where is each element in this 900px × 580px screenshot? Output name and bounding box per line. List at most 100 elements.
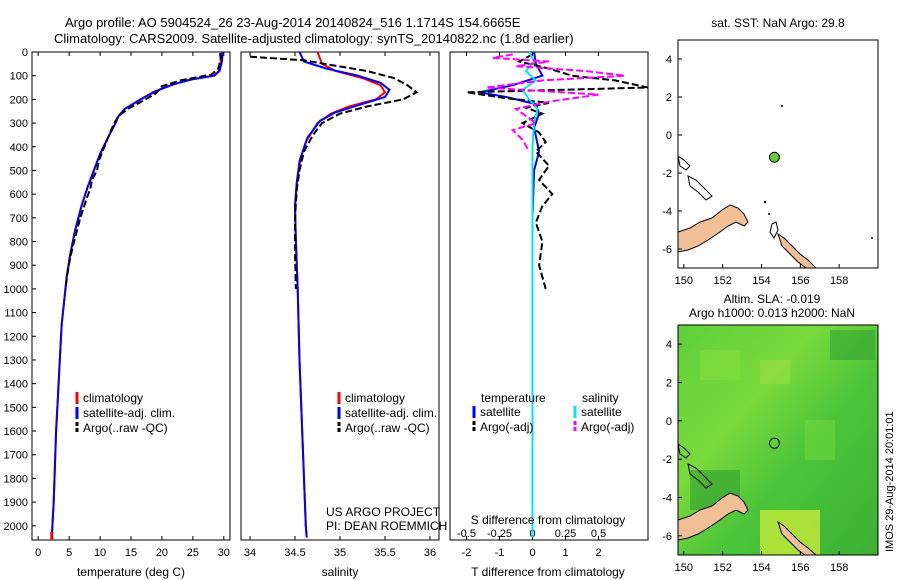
sst-map-coastline <box>678 105 873 268</box>
islet-1 <box>763 200 767 204</box>
s-tick-label: -0.25 <box>487 528 512 540</box>
legend-temperature-heading: temperature <box>481 391 546 405</box>
sla-patch-3 <box>805 420 835 460</box>
salinity-xlabel: salinity <box>322 565 359 579</box>
temperature-legend: climatology satellite-adj. clim. Argo(..… <box>75 391 175 435</box>
x-tick-label: 35.5 <box>374 547 395 559</box>
map-x-tick-label: 152 <box>713 275 731 287</box>
difference-legend: temperature salinity satellite Argo(-adj… <box>472 391 634 434</box>
sst-map-panel: sat. SST: NaN Argo: 29.8 150 152 154 156 158… <box>662 16 879 287</box>
map-y-tick-label: 2 <box>666 378 672 390</box>
salinity-frame <box>240 51 440 541</box>
islet-3 <box>871 237 873 239</box>
legend-t-satellite-label: satellite <box>480 405 521 419</box>
sla-coast-fragment <box>687 463 713 489</box>
sla-patch-2 <box>760 360 790 384</box>
depth-tick-label: 1200 <box>4 331 28 343</box>
legend-salinity-heading: salinity <box>582 391 619 405</box>
x-tick-label: 2 <box>595 547 601 559</box>
difference-panel: -2 -1 0 1 2 -0.5 -0.25 0 0.25 0.5 S difference f… <box>449 51 649 579</box>
figure-title-line2: Climatology: CARS2009. Satellite-adjuste… <box>54 31 574 46</box>
float-position-marker <box>768 151 780 163</box>
legend-climatology-label: climatology <box>83 391 143 405</box>
salinity-x-axis: 34 34.5 35 35.5 36 <box>244 52 436 559</box>
sla-map-panel: Altim. SLA: -0.019 Argo h1000: 0.013 h20… <box>662 292 896 574</box>
sla-patch-1 <box>700 350 740 380</box>
x-tick-label: 30 <box>218 547 230 559</box>
islet-2 <box>768 213 770 215</box>
series-line-salinity-argo-adj- <box>486 53 626 152</box>
depth-tick-label: 1400 <box>4 379 28 391</box>
salinity-panel: 34 34.5 35 35.5 36 salinity climatology sate… <box>240 51 447 579</box>
map-y-tick-label: 2 <box>666 92 672 104</box>
salinity-profiles <box>249 52 419 538</box>
series-line-salinity-satellite <box>521 52 539 538</box>
x-tick-label: 10 <box>94 547 106 559</box>
s-difference-x-axis: -0.5 -0.25 0 0.25 0.5 <box>457 528 606 540</box>
sst-map-frame <box>677 39 879 269</box>
x-tick-label: 34 <box>244 547 256 559</box>
x-tick-label: 20 <box>156 547 168 559</box>
sla-patch-6 <box>830 330 875 360</box>
depth-tick-label: 1100 <box>4 308 28 320</box>
project-annotation-line1: US ARGO PROJECT <box>326 505 441 519</box>
map-x-tick-label: 158 <box>830 275 848 287</box>
s-tick-label: 0.25 <box>555 528 576 540</box>
depth-tick-label: 1300 <box>4 355 28 367</box>
project-annotation-line2: PI: DEAN ROEMMICH <box>326 519 447 533</box>
legend-s-argo-label: Argo(-adj) <box>581 420 634 434</box>
x-tick-label: 5 <box>66 547 72 559</box>
x-tick-label: 0 <box>35 547 41 559</box>
depth-tick-label: 1700 <box>4 450 28 462</box>
bougainville-land <box>777 232 817 268</box>
map-y-tick-label: 4 <box>666 54 672 66</box>
depth-tick-label: 1000 <box>4 284 28 296</box>
map-x-tick-label: 154 <box>752 275 770 287</box>
sla-map-axes: 150 152 154 156 158 4 2 0 -2 -4 -6 <box>662 339 848 574</box>
legend-argo-label: Argo(..raw -QC) <box>83 421 168 435</box>
depth-tick-label: 800 <box>10 237 28 249</box>
legend-satellite-label: satellite-adj. clim. <box>83 406 175 420</box>
difference-frame <box>449 51 649 541</box>
depth-tick-label: 900 <box>10 260 28 272</box>
depth-tick-label: 1500 <box>4 402 28 414</box>
x-tick-label: 34.5 <box>284 547 305 559</box>
map-x-tick-label: 152 <box>713 562 731 574</box>
legend-argo-label: Argo(..raw -QC) <box>345 421 430 435</box>
sla-new-britain-land <box>678 492 749 541</box>
depth-tick-label: 300 <box>10 118 28 130</box>
legend-climatology-label: climatology <box>345 391 405 405</box>
map-x-tick-label: 154 <box>752 562 770 574</box>
s-tick-label: -0.5 <box>457 528 476 540</box>
x-tick-label: 1 <box>562 547 568 559</box>
depth-tick-label: 400 <box>10 142 28 154</box>
depth-tick-label: 100 <box>10 71 28 83</box>
depth-tick-label: 500 <box>10 165 28 177</box>
x-tick-label: 25 <box>187 547 199 559</box>
sst-map-axes: 150 152 154 156 158 4 2 0 -2 -4 -6 <box>662 54 848 287</box>
series-line-satellite-adj-clim- <box>50 52 224 538</box>
map-y-tick-label: 0 <box>666 416 672 428</box>
depth-tick-label: 2000 <box>4 521 28 533</box>
series-line-temperature-argo-adj- <box>466 53 648 290</box>
sla-map-frame <box>677 324 879 556</box>
sla-bougainville-land <box>777 520 817 555</box>
depth-tick-label: 0 <box>22 47 28 59</box>
sla-map-title-line1: Altim. SLA: -0.019 <box>724 292 821 306</box>
map-x-tick-label: 158 <box>830 562 848 574</box>
sla-coast-fragment-north <box>678 443 691 459</box>
depth-tick-label: 1900 <box>4 497 28 509</box>
s-tick-label: 0.5 <box>591 528 606 540</box>
legend-t-argo-label: Argo(-adj) <box>480 420 533 434</box>
difference-profiles <box>466 52 648 538</box>
x-tick-label: 15 <box>125 547 137 559</box>
temperature-x-axis: 0 5 10 15 20 25 30 <box>35 52 230 559</box>
depth-tick-label: 700 <box>10 213 28 225</box>
depth-tick-label: 1600 <box>4 426 28 438</box>
map-y-tick-label: -4 <box>662 206 672 218</box>
temperature-profiles <box>50 52 224 540</box>
depth-tick-label: 600 <box>10 189 28 201</box>
map-x-tick-label: 150 <box>675 275 693 287</box>
legend-s-satellite-label: satellite <box>581 405 622 419</box>
map-x-tick-label: 156 <box>791 562 809 574</box>
